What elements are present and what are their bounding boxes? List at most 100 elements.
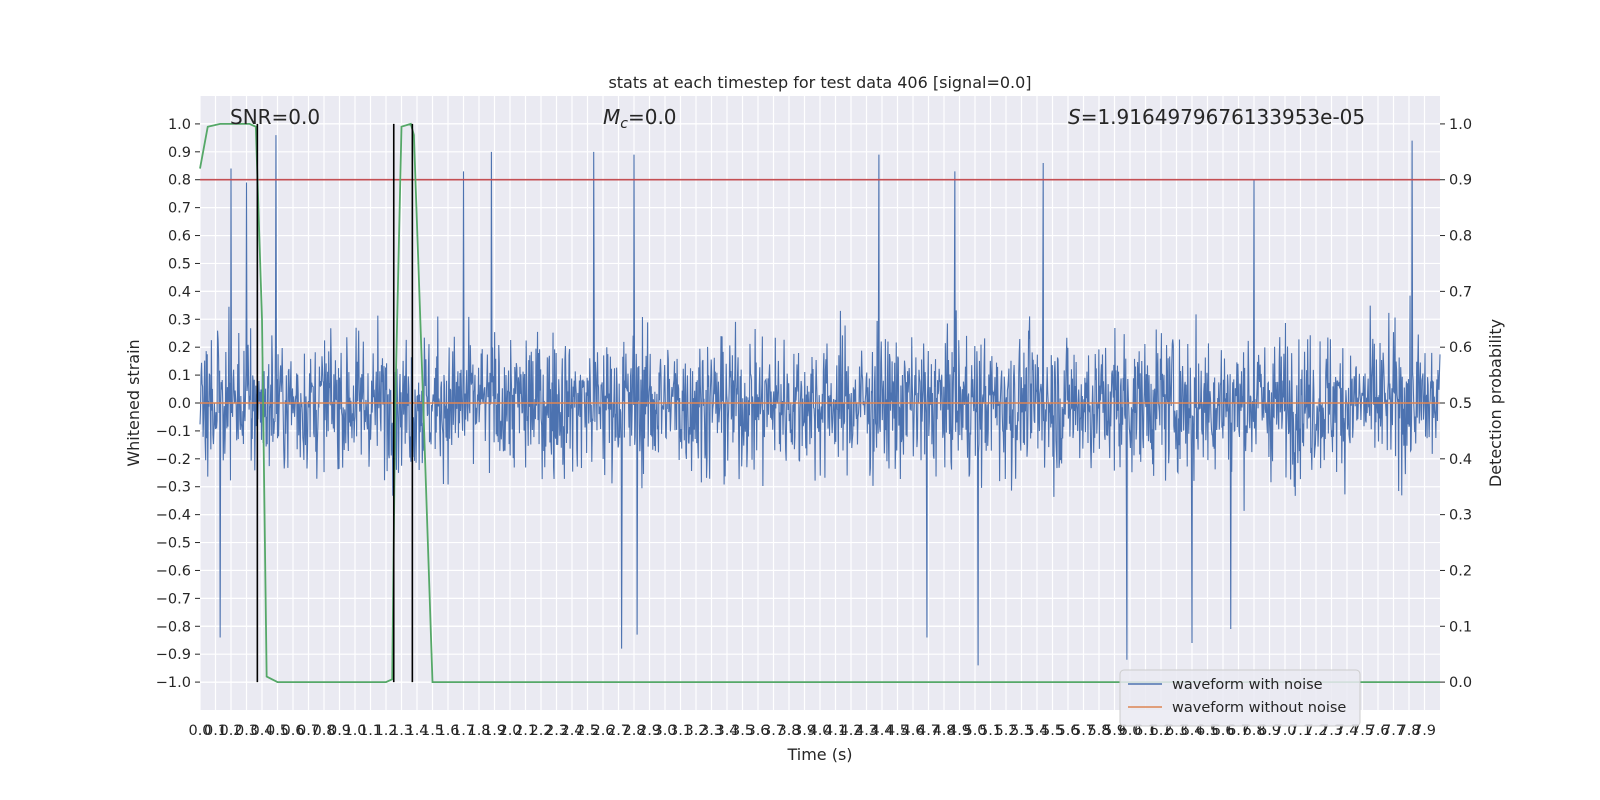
chart-title: stats at each timestep for test data 406… (608, 73, 1031, 92)
y-tick-label: 0.9 (168, 145, 191, 161)
x-tick-label: 1.1 (359, 723, 382, 739)
y-tick-label: −0.7 (156, 591, 191, 607)
y-tick-label: 0.3 (168, 312, 191, 328)
x-tick-label: 7.0 (1273, 723, 1296, 739)
legend: waveform with noise waveform without noi… (1119, 669, 1361, 727)
chirp-mass-subscript: c (620, 116, 628, 132)
x-tick-label: 4.4 (870, 723, 893, 739)
x-tick-label: 4.1 (824, 723, 847, 739)
x-tick-label: 6.5 (1196, 723, 1219, 739)
x-tick-label: 3.8 (777, 723, 800, 739)
x-tick-label: 0.4 (250, 723, 273, 739)
series-layer (199, 122, 1441, 683)
x-tick-label: 0.3 (235, 723, 258, 739)
x-tick-label: 4.5 (886, 723, 909, 739)
y2-tick-label: 1.0 (1449, 117, 1472, 133)
x-tick-label: 4.8 (932, 723, 955, 739)
noisy-waveform-line (199, 135, 1441, 666)
x-tick-label: 4.9 (948, 723, 971, 739)
y-tick-label: 0.5 (168, 256, 191, 272)
x-tick-label: 2.8 (622, 723, 645, 739)
x-tick-label: 2.6 (591, 723, 614, 739)
y-tick-label: 1.0 (168, 117, 191, 133)
x-tick-label: 1.5 (421, 723, 444, 739)
x-tick-label: 6.6 (1211, 723, 1234, 739)
y-axis-right: 1.0 0.9 0.8 0.7 0.6 0.5 0.4 0.3 0.2 0.1 0.0 (1440, 117, 1472, 691)
x-tick-label: 5.0 (963, 723, 986, 739)
x-tick-label: 5.3 (1010, 723, 1033, 739)
x-tick-label: 4.2 (839, 723, 862, 739)
y-axis-left: 1.0 0.9 0.8 0.7 0.6 0.5 0.4 0.3 0.2 0.1 0.0 −0.1 −0.… (156, 117, 200, 691)
x-tick-label: 3.9 (793, 723, 816, 739)
x-tick-label: 1.4 (405, 723, 428, 739)
y2-tick-label: 0.3 (1449, 508, 1472, 524)
x-tick-label: 6.1 (1134, 723, 1157, 739)
x-tick-label: 1.6 (436, 723, 459, 739)
y-tick-label: −0.8 (156, 619, 191, 635)
x-tick-label: 3.7 (762, 723, 785, 739)
statistic-value: =1.9164979676133953e-05 (1081, 105, 1365, 129)
y2-tick-label: 0.5 (1449, 396, 1472, 412)
x-tick-label: 3.5 (731, 723, 754, 739)
y-tick-label: −0.6 (156, 563, 191, 579)
chirp-mass-symbol: M (603, 105, 620, 129)
x-tick-label: 0.6 (281, 723, 304, 739)
x-tick-label: 2.4 (560, 723, 583, 739)
x-tick-label: 1.2 (374, 723, 397, 739)
x-tick-label: 7.1 (1289, 723, 1312, 739)
y2-tick-label: 0.1 (1449, 619, 1472, 635)
y-tick-label: 0.6 (168, 229, 191, 245)
statistic-annotation: S=1.9164979676133953e-05 (1068, 105, 1365, 129)
x-tick-label: 7.3 (1320, 723, 1343, 739)
x-tick-label: 3.2 (684, 723, 707, 739)
x-tick-label: 3.1 (669, 723, 692, 739)
y-tick-label: 0.1 (168, 368, 191, 384)
legend-label-clean: waveform without noise (1172, 700, 1346, 716)
x-tick-label: 1.9 (483, 723, 506, 739)
y-tick-label: −0.4 (156, 508, 191, 524)
x-tick-label: 5.6 (1056, 723, 1079, 739)
x-tick-label: 4.7 (917, 723, 940, 739)
y-tick-label: −0.9 (156, 647, 191, 663)
probability-line (199, 122, 1440, 683)
x-tick-label: 1.0 (343, 723, 366, 739)
chirp-mass-value: =0.0 (628, 105, 677, 129)
x-tick-label: 0.5 (266, 723, 289, 739)
x-tick-label: 1.7 (452, 723, 475, 739)
x-axis: 0.00.10.20.30.40.50.60.70.80.91.01.11.21… (188, 723, 1436, 739)
x-tick-label: 5.7 (1072, 723, 1095, 739)
chirp-mass-annotation: Mc=0.0 (603, 105, 677, 132)
x-tick-label: 7.9 (1413, 723, 1436, 739)
x-tick-label: 0.9 (328, 723, 351, 739)
y-tick-label: 0.0 (168, 396, 191, 412)
x-tick-label: 3.0 (653, 723, 676, 739)
x-tick-label: 1.8 (467, 723, 490, 739)
x-tick-label: 5.4 (1025, 723, 1048, 739)
x-tick-label: 4.3 (855, 723, 878, 739)
x-tick-label: 7.6 (1366, 723, 1389, 739)
x-tick-label: 7.5 (1351, 723, 1374, 739)
legend-label-noisy: waveform with noise (1172, 677, 1323, 693)
x-tick-label: 0.1 (204, 723, 227, 739)
y2-tick-label: 0.0 (1449, 675, 1472, 691)
x-tick-label: 2.7 (607, 723, 630, 739)
x-tick-label: 6.3 (1165, 723, 1188, 739)
y-tick-label: 0.2 (168, 340, 191, 356)
x-tick-label: 4.6 (901, 723, 924, 739)
x-tick-label: 6.9 (1258, 723, 1281, 739)
y2-tick-label: 0.9 (1449, 173, 1472, 189)
y-tick-label: 0.8 (168, 173, 191, 189)
x-tick-label: 6.7 (1227, 723, 1250, 739)
x-tick-label: 7.8 (1397, 723, 1420, 739)
x-tick-label: 7.7 (1382, 723, 1405, 739)
y-tick-label: 0.7 (168, 201, 191, 217)
x-tick-label: 3.4 (715, 723, 738, 739)
y-tick-label: −0.5 (156, 536, 191, 552)
x-tick-label: 2.5 (576, 723, 599, 739)
x-tick-label: 5.5 (1041, 723, 1064, 739)
x-tick-label: 1.3 (390, 723, 413, 739)
x-tick-label: 7.4 (1335, 723, 1358, 739)
x-tick-label: 3.6 (746, 723, 769, 739)
y2-tick-label: 0.6 (1449, 340, 1472, 356)
